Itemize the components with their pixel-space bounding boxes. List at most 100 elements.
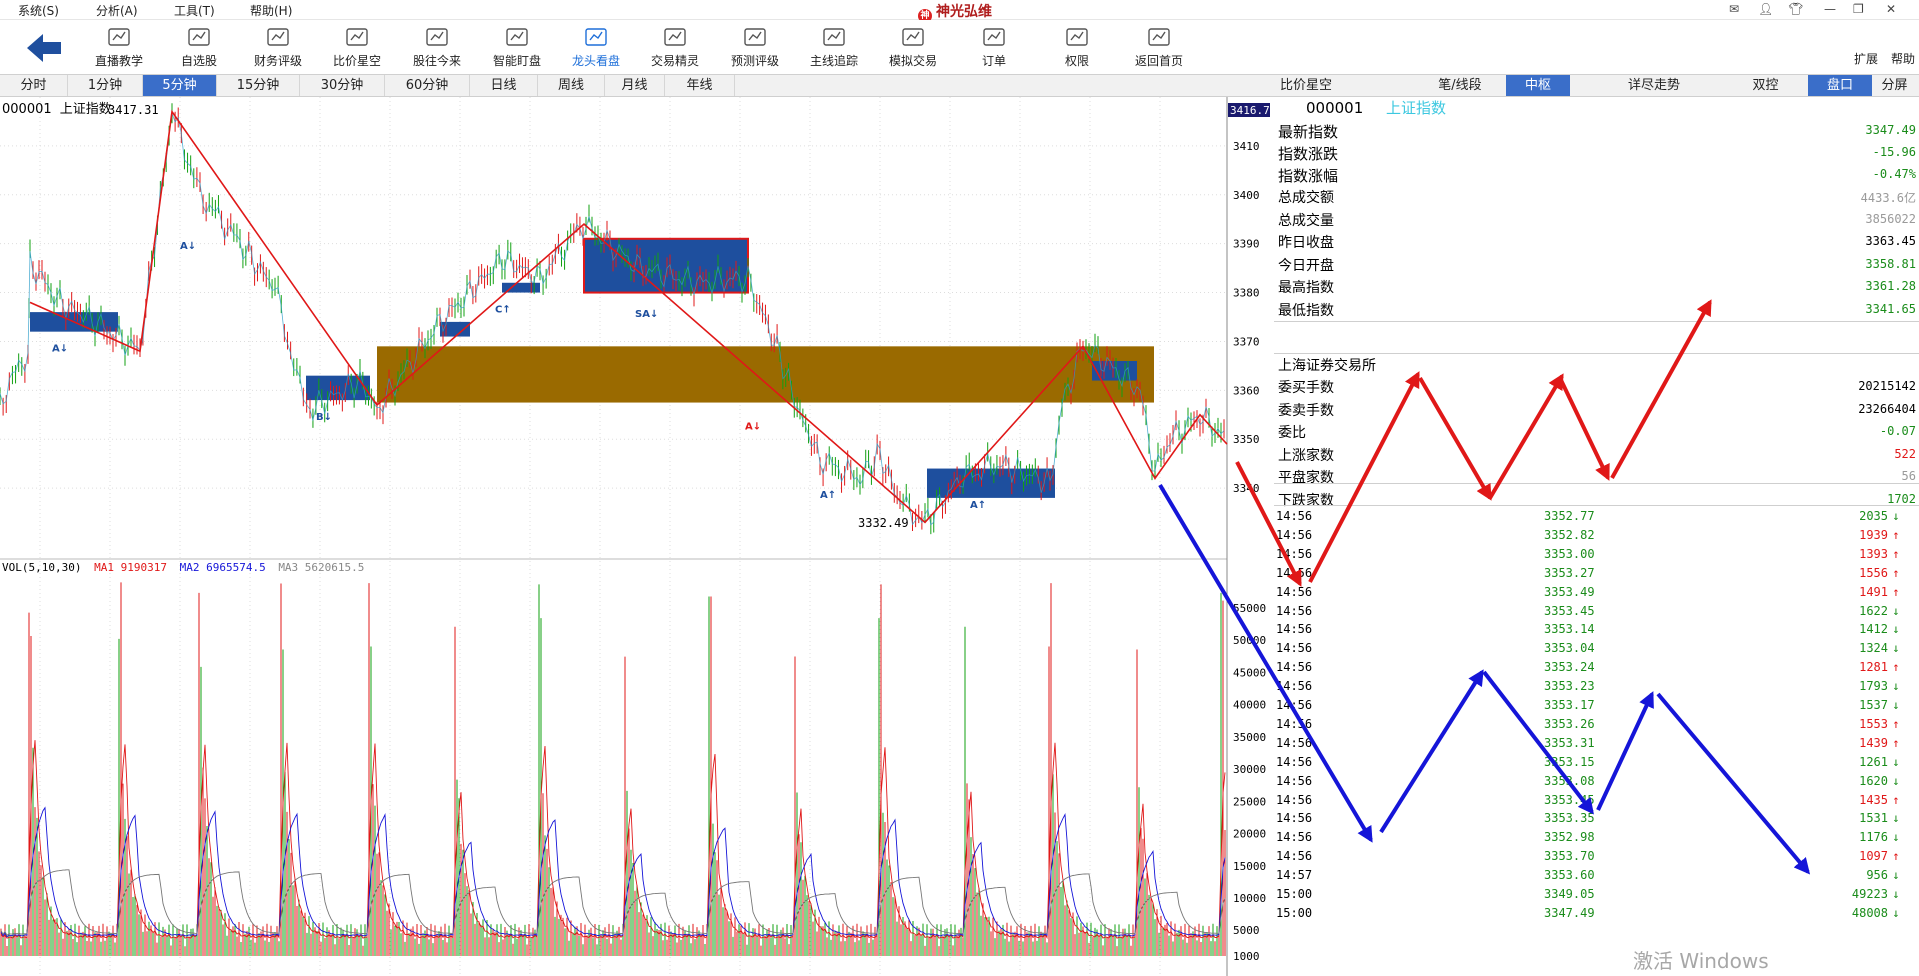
- toolbar-label: 直播教学: [94, 54, 143, 68]
- toolbar-target-button[interactable]: 主线追踪: [795, 24, 873, 69]
- down-arrow-icon: ↓: [1892, 811, 1900, 826]
- toolbar-shield-button[interactable]: 权限: [1038, 24, 1116, 69]
- toolbar-label: 比价星空: [332, 54, 381, 68]
- price-line: [0, 113, 1225, 526]
- tick-price: 3352.77: [1544, 509, 1595, 523]
- quote-row: 指数涨幅 -0.47%: [1276, 165, 1916, 187]
- signal-marker: A↓: [745, 422, 761, 433]
- period-tab[interactable]: 分时: [0, 75, 68, 96]
- app-brand: 神神光弘维: [918, 1, 992, 23]
- quote-key: 总成交额: [1278, 190, 1334, 206]
- expand-button[interactable]: 扩展: [1854, 52, 1879, 66]
- right-tab[interactable]: 双控: [1752, 78, 1779, 93]
- toolbar-dragon-head-button[interactable]: 龙头看盘: [557, 24, 635, 69]
- signal-marker: C↑: [495, 304, 511, 315]
- tick-row: 14:56 3352.77 2035 ↓: [1276, 509, 1902, 528]
- period-tab[interactable]: 5分钟: [143, 75, 217, 96]
- back-arrow-icon[interactable]: [27, 34, 63, 62]
- tick-row: 14:56 3353.45 1622 ↓: [1276, 604, 1902, 623]
- down-arrow-icon: ↓: [1892, 641, 1900, 656]
- toolbar-play-button[interactable]: 直播教学: [80, 24, 158, 69]
- tick-volume: 48008: [1851, 905, 1888, 920]
- quote-value: 3358.81: [1865, 256, 1916, 271]
- target-icon: [823, 28, 845, 46]
- toolbar-label: 预测评级: [730, 54, 779, 68]
- tick-volume: 1412: [1859, 622, 1888, 637]
- tick-time: 14:56: [1276, 509, 1313, 523]
- menu-system[interactable]: 系统(S): [18, 4, 59, 18]
- toolbar-star-chart-button[interactable]: 自选股: [160, 24, 238, 69]
- down-arrow-icon: ↓: [1892, 509, 1900, 523]
- up-arrow-icon: ↑: [1892, 546, 1900, 561]
- toolbar-simulate-trade-button[interactable]: 模拟交易: [874, 24, 952, 69]
- period-tab[interactable]: 日线: [470, 75, 538, 96]
- tick-time: 14:56: [1276, 660, 1313, 675]
- toolbar-ai-forecast-button[interactable]: 预测评级: [716, 24, 794, 69]
- toolbar-home-button[interactable]: 返回首页: [1120, 24, 1198, 69]
- current-price-tag: 3416.7: [1228, 103, 1270, 117]
- down-arrow-icon: ↓: [1892, 773, 1900, 788]
- toolbar-label: 龙头看盘: [571, 54, 620, 68]
- kline-chart[interactable]: 3410 3400 3390 3380 3370 3360 3350 3340 3416.7 34…: [0, 97, 1270, 976]
- right-tab[interactable]: 比价星空: [1279, 78, 1332, 93]
- tick-row: 14:56 3352.98 1176 ↓: [1276, 830, 1902, 849]
- price-axis-label: 3400: [1233, 189, 1260, 202]
- divider: [1274, 505, 1919, 506]
- menu-help[interactable]: 帮助(H): [250, 4, 293, 18]
- menu-analysis[interactable]: 分析(A): [96, 4, 138, 18]
- exchange-row: 上海证券交易所: [1276, 355, 1916, 377]
- tick-volume: 1439: [1859, 735, 1888, 750]
- toolbar-monitor-bars-button[interactable]: 智能盯盘: [478, 24, 556, 69]
- minimize-button[interactable]: —: [1824, 2, 1836, 16]
- skin-icon[interactable]: 👕︎: [1788, 2, 1804, 16]
- restore-button[interactable]: ❐: [1853, 2, 1864, 16]
- tick-time: 14:56: [1276, 679, 1313, 694]
- quote-row: 委买手数 20215142: [1276, 377, 1916, 399]
- volume-ma2-line: [0, 806, 1226, 938]
- toolbar-order-doc-button[interactable]: 订单: [955, 24, 1033, 69]
- tick-volume: 49223: [1851, 887, 1888, 901]
- star-chart-icon: [188, 28, 210, 46]
- tick-price: 3353.23: [1544, 679, 1595, 694]
- right-tab[interactable]: 笔/线段: [1438, 78, 1482, 93]
- tick-time: 14:56: [1276, 546, 1313, 561]
- right-tab[interactable]: 分屏: [1881, 78, 1908, 93]
- quote-key: 指数涨幅: [1278, 167, 1339, 185]
- menu-tools[interactable]: 工具(T): [174, 4, 215, 18]
- vol-ma3: MA3 5620615.5: [278, 561, 365, 574]
- quote-key: 总成交量: [1278, 212, 1334, 229]
- right-tab[interactable]: 详尽走势: [1627, 78, 1680, 93]
- toolbar-finance-grade-button[interactable]: 财务评级: [239, 24, 317, 69]
- right-tab[interactable]: 盘口: [1808, 75, 1872, 96]
- chart-title: 000001 上证指数: [2, 98, 112, 117]
- tick-volume: 1435: [1859, 792, 1888, 807]
- quote-code: 000001: [1306, 99, 1364, 117]
- tick-volume: 1393: [1859, 546, 1888, 561]
- tick-time: 14:56: [1276, 622, 1313, 637]
- volume-axis-label: 15000: [1233, 860, 1266, 873]
- toolbar-star-trend-button[interactable]: 比价星空: [318, 24, 396, 69]
- signal-marker: A↑: [820, 490, 836, 501]
- period-tab[interactable]: 15分钟: [217, 75, 300, 96]
- quote-row: 最高指数 3361.28: [1276, 277, 1916, 299]
- mail-icon[interactable]: ✉: [1729, 2, 1740, 16]
- period-tab[interactable]: 1分钟: [68, 75, 143, 96]
- user-icon[interactable]: 👤︎: [1758, 2, 1774, 16]
- close-button[interactable]: ✕: [1886, 2, 1897, 16]
- price-axis-label: 3350: [1233, 433, 1260, 446]
- down-arrow-icon: ↓: [1892, 887, 1900, 901]
- quote-value: 1702: [1887, 491, 1916, 506]
- tick-price: 3353.45: [1544, 603, 1595, 618]
- volume-axis-label: 5000: [1233, 924, 1260, 937]
- tick-volume: 1176: [1859, 830, 1888, 845]
- toolbar-history-cube-button[interactable]: 股往今来: [398, 24, 476, 69]
- help-button[interactable]: 帮助: [1891, 52, 1916, 66]
- home-icon: [1148, 28, 1170, 46]
- period-tab[interactable]: 周线: [538, 75, 605, 96]
- period-tab[interactable]: 年线: [665, 75, 735, 96]
- period-tab[interactable]: 60分钟: [385, 75, 470, 96]
- period-tab[interactable]: 30分钟: [300, 75, 385, 96]
- right-tab[interactable]: 中枢: [1506, 75, 1570, 96]
- period-tab[interactable]: 月线: [605, 75, 665, 96]
- toolbar-trade-sprite-button[interactable]: 交易精灵: [636, 24, 714, 69]
